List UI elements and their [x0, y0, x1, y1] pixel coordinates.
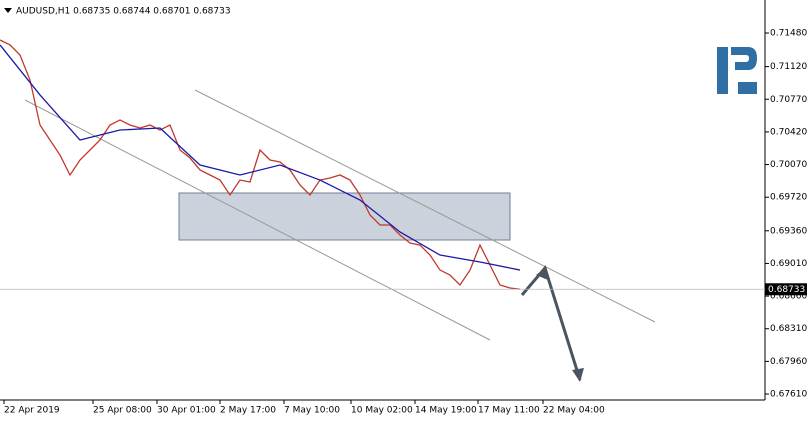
x-tick-label: 10 May 02:00	[351, 406, 413, 416]
y-tick-label: 0.69360	[770, 226, 807, 236]
y-tick-label: 0.68310	[770, 324, 807, 334]
arrow-head	[536, 268, 548, 280]
logo	[717, 47, 757, 94]
channel-bottom	[24, 99, 491, 341]
y-tick-label: 0.69720	[770, 193, 807, 203]
y-tick-label: 0.68660	[770, 292, 807, 302]
y-tick-label: 0.70770	[770, 95, 807, 105]
x-tick-label: 30 Apr 01:00	[157, 406, 216, 416]
y-tick-label: 0.67610	[770, 390, 807, 400]
price-line	[0, 39, 521, 290]
x-tick-label: 14 May 19:00	[415, 406, 477, 416]
y-tick-label: 0.70420	[770, 127, 807, 137]
channel-top	[194, 89, 656, 323]
range-box	[178, 192, 511, 241]
x-tick-label: 17 May 11:00	[478, 406, 540, 416]
y-tick-label: 0.69010	[770, 259, 807, 269]
x-tick-label: 25 Apr 08:00	[93, 406, 152, 416]
y-tick-label: 0.71120	[770, 62, 807, 72]
arrow-head	[572, 368, 584, 382]
x-tick-label: 2 May 17:00	[220, 406, 276, 416]
price-line	[0, 44, 521, 271]
y-tick-label: 0.67960	[770, 357, 807, 367]
last-price-label: 0.68733	[768, 285, 805, 295]
chart-title: AUDUSD,H1 0.68735 0.68744 0.68701 0.6873…	[16, 7, 231, 17]
x-tick-label: 7 May 10:00	[284, 406, 340, 416]
y-tick-label: 0.70070	[770, 160, 807, 170]
x-tick-label: 22 May 04:00	[543, 406, 605, 416]
y-tick-label: 0.71480	[770, 29, 807, 39]
x-tick-label: 22 Apr 2019	[4, 406, 60, 416]
last-price-box	[765, 283, 807, 296]
menu-icon[interactable]	[4, 8, 12, 13]
